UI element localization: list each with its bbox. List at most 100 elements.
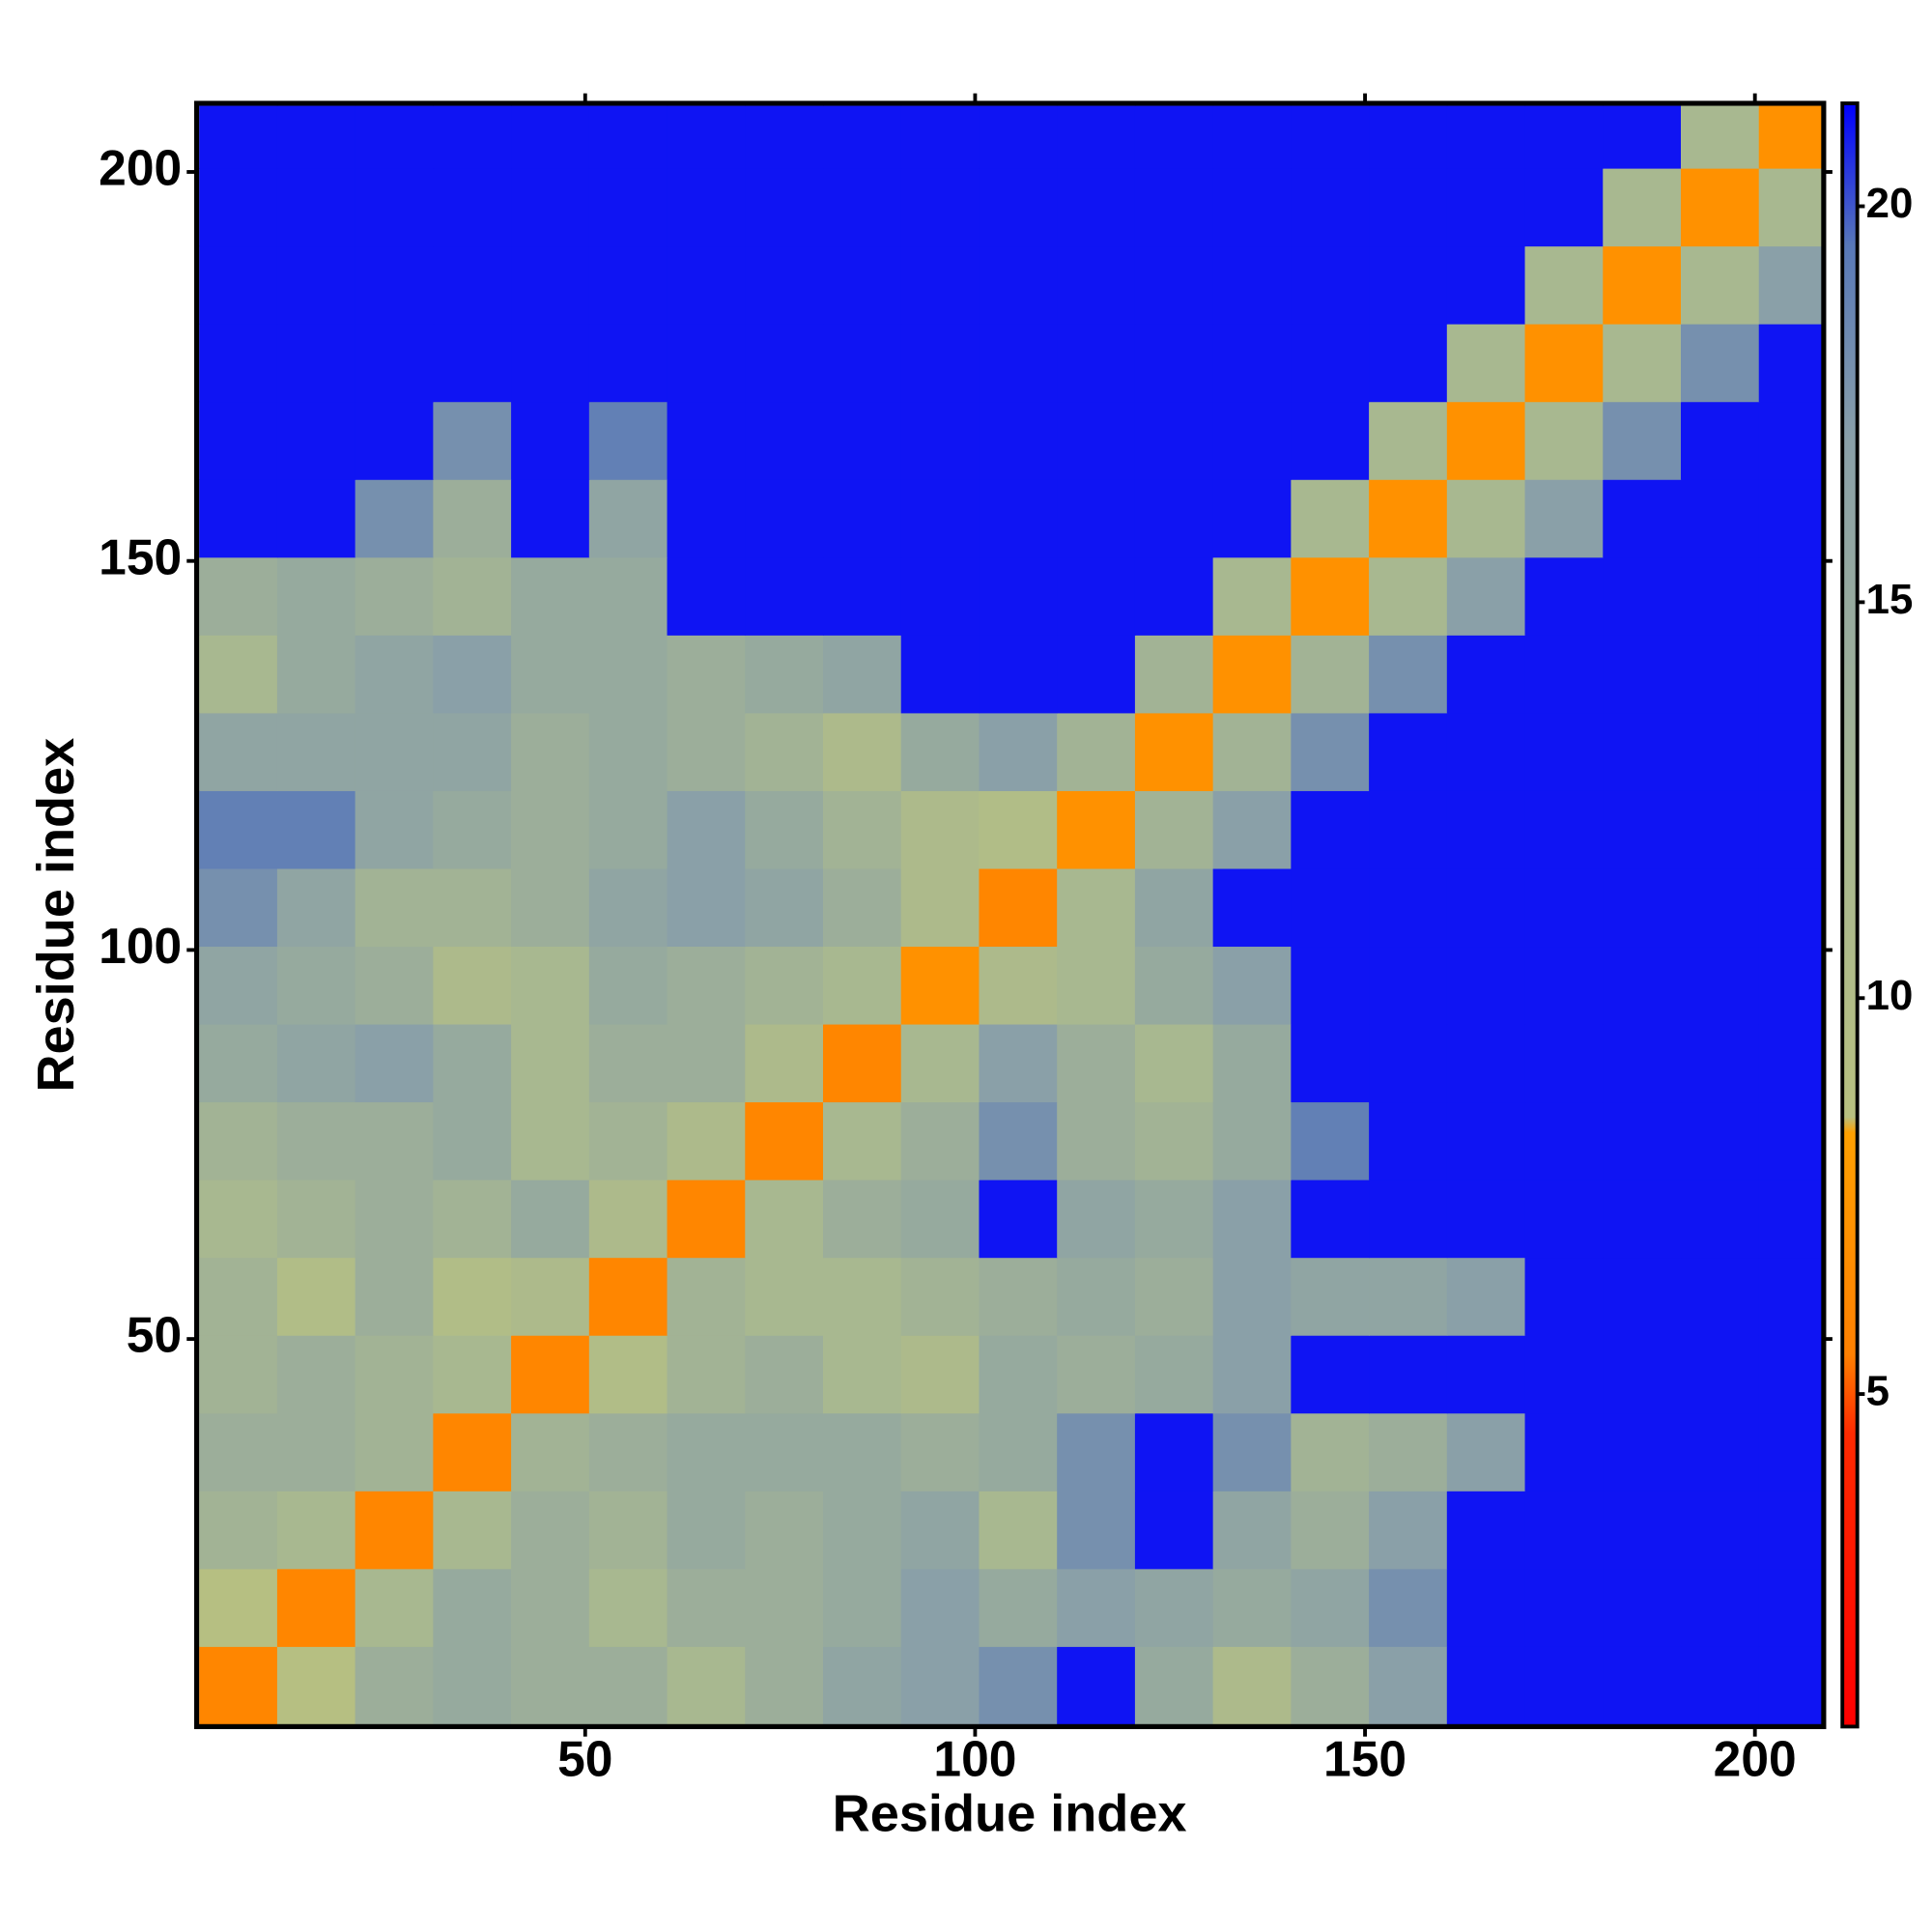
- heatmap-cell: [1446, 635, 1526, 714]
- heatmap-cell: [667, 1412, 746, 1492]
- heatmap-cell: [1057, 1335, 1136, 1414]
- heatmap-cell: [355, 105, 435, 169]
- heatmap-cell: [511, 867, 590, 948]
- heatmap-cell: [276, 867, 356, 948]
- heatmap-cell: [1603, 712, 1682, 791]
- heatmap-cell: [1758, 1646, 1822, 1725]
- heatmap-cell: [433, 167, 512, 247]
- heatmap-cell: [667, 105, 746, 169]
- heatmap-cell: [1134, 1023, 1214, 1103]
- heatmap-cell: [1758, 1179, 1822, 1259]
- heatmap-cell: [823, 1412, 902, 1492]
- heatmap-cell: [1758, 324, 1822, 403]
- heatmap-cell: [433, 245, 512, 325]
- plot-frame: [194, 100, 1827, 1729]
- heatmap-cell: [1603, 635, 1682, 714]
- heatmap-cell: [745, 167, 824, 247]
- heatmap-cell: [511, 790, 590, 869]
- heatmap-cell: [1134, 1179, 1214, 1259]
- heatmap-cell: [1291, 867, 1370, 948]
- heatmap-cell: [1291, 1568, 1370, 1647]
- heatmap-cell: [979, 1335, 1058, 1414]
- heatmap-cell: [276, 401, 356, 480]
- heatmap-cell: [823, 105, 902, 169]
- heatmap-cell: [823, 1335, 902, 1414]
- heatmap-cell: [1134, 790, 1214, 869]
- heatmap-cell: [511, 1412, 590, 1492]
- heatmap-cell: [1758, 1335, 1822, 1414]
- heatmap-cell: [1524, 1023, 1604, 1103]
- heatmap-cell: [979, 105, 1058, 169]
- heatmap-cell: [355, 1412, 435, 1492]
- heatmap-cell: [1446, 1412, 1526, 1492]
- heatmap-cell: [979, 867, 1058, 948]
- heatmap-cell: [276, 1646, 356, 1725]
- heatmap-cell: [823, 712, 902, 791]
- heatmap-cell: [1057, 1491, 1136, 1570]
- heatmap-cell: [1369, 401, 1448, 480]
- heatmap-cell: [1369, 556, 1448, 636]
- heatmap-cell: [979, 712, 1058, 791]
- heatmap-cell: [199, 1101, 278, 1180]
- heatmap-cell: [355, 1257, 435, 1336]
- heatmap-cell: [1524, 635, 1604, 714]
- heatmap-cell: [1603, 167, 1682, 247]
- heatmap-cell: [1134, 1568, 1214, 1647]
- heatmap-cell: [1057, 946, 1136, 1025]
- heatmap-cell: [1603, 1646, 1682, 1725]
- heatmap-cell: [1524, 1646, 1604, 1725]
- heatmap-cell: [1446, 479, 1526, 558]
- heatmap-cell: [900, 401, 980, 480]
- heatmap-cell: [823, 401, 902, 480]
- heatmap-cell: [667, 1257, 746, 1336]
- heatmap-cell: [1446, 401, 1526, 480]
- heatmap-cell: [433, 401, 512, 480]
- heatmap-cell: [433, 790, 512, 869]
- heatmap-cell: [745, 401, 824, 480]
- heatmap-cell: [979, 401, 1058, 480]
- heatmap-cell: [1681, 1646, 1760, 1725]
- heatmap-cell: [276, 1568, 356, 1647]
- heatmap-cell: [588, 790, 668, 869]
- heatmap-cell: [433, 867, 512, 948]
- heatmap-cell: [1212, 1335, 1293, 1414]
- heatmap-cell: [511, 167, 590, 247]
- heatmap-cell: [1758, 167, 1822, 247]
- heatmap-cell: [667, 946, 746, 1025]
- heatmap-cell: [1291, 635, 1370, 714]
- heatmap-cell: [588, 1646, 668, 1725]
- heatmap-cell: [1524, 324, 1604, 403]
- heatmap-cell: [1134, 1491, 1214, 1570]
- heatmap-cell: [588, 245, 668, 325]
- heatmap-cell: [433, 1491, 512, 1570]
- heatmap-cell: [588, 479, 668, 558]
- heatmap-cell: [1524, 1568, 1604, 1647]
- heatmap-cell: [1212, 1568, 1293, 1647]
- heatmap-cell: [1681, 1257, 1760, 1336]
- heatmap-cell: [1758, 245, 1822, 325]
- heatmap-cell: [588, 556, 668, 636]
- heatmap-cell: [745, 324, 824, 403]
- heatmap-cell: [588, 946, 668, 1025]
- colorbar-tick-label: 20: [1866, 180, 1914, 227]
- heatmap-cell: [900, 556, 980, 636]
- heatmap-cell: [1446, 1101, 1526, 1180]
- heatmap-cell: [511, 1023, 590, 1103]
- heatmap-cell: [1057, 1179, 1136, 1259]
- heatmap-cell: [1134, 401, 1214, 480]
- heatmap-cell: [1446, 1023, 1526, 1103]
- heatmap-cell: [276, 167, 356, 247]
- heatmap-cell: [511, 401, 590, 480]
- heatmap-cell: [1369, 1257, 1448, 1336]
- heatmap-cell: [900, 167, 980, 247]
- heatmap-cell: [667, 556, 746, 636]
- heatmap-cell: [667, 1101, 746, 1180]
- heatmap-cell: [1681, 1568, 1760, 1647]
- heatmap-cell: [1524, 790, 1604, 869]
- heatmap-cell: [1212, 167, 1293, 247]
- heatmap-cell: [355, 1335, 435, 1414]
- heatmap-cell: [1057, 324, 1136, 403]
- heatmap-cell: [511, 1568, 590, 1647]
- heatmap-cell: [511, 1646, 590, 1725]
- heatmap-cell: [1134, 1335, 1214, 1414]
